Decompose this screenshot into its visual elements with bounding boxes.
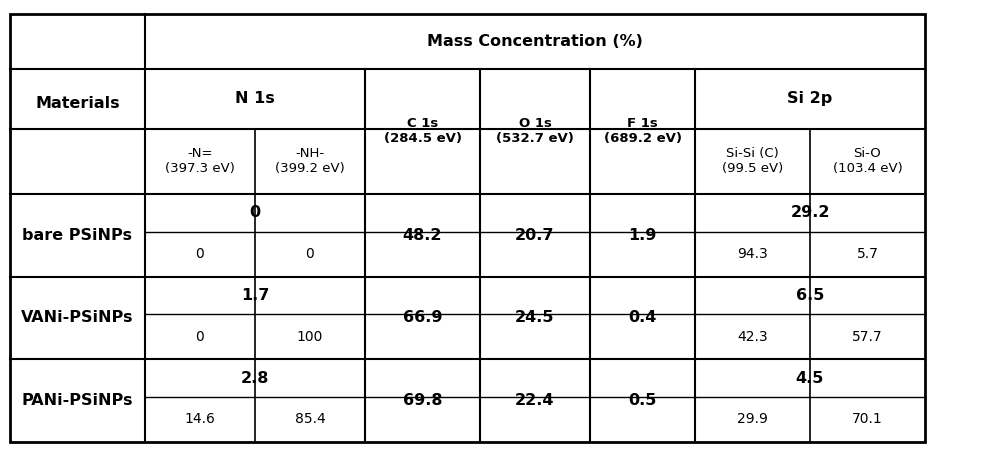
- Text: 29.2: 29.2: [790, 205, 830, 220]
- Text: 2.8: 2.8: [241, 371, 269, 386]
- Text: VANi-PSiNPs: VANi-PSiNPs: [21, 310, 134, 326]
- Text: 0: 0: [196, 247, 204, 261]
- Text: 1.7: 1.7: [241, 288, 269, 303]
- Text: -N=
(397.3 eV): -N= (397.3 eV): [165, 147, 235, 175]
- Text: 69.8: 69.8: [403, 393, 442, 408]
- Text: 0.4: 0.4: [628, 310, 657, 326]
- Text: 20.7: 20.7: [515, 228, 555, 243]
- Text: 5.7: 5.7: [857, 247, 878, 261]
- Text: 0: 0: [249, 205, 261, 220]
- Text: Mass Concentration (%): Mass Concentration (%): [427, 33, 643, 49]
- Text: 100: 100: [297, 330, 323, 344]
- Text: Si-O
(103.4 eV): Si-O (103.4 eV): [833, 147, 902, 175]
- Text: 94.3: 94.3: [737, 247, 768, 261]
- Text: F 1s
(689.2 eV): F 1s (689.2 eV): [604, 117, 682, 145]
- Text: 0.5: 0.5: [628, 393, 657, 408]
- Text: 1.9: 1.9: [628, 228, 657, 243]
- Text: 29.9: 29.9: [737, 412, 768, 427]
- Text: O 1s
(532.7 eV): O 1s (532.7 eV): [496, 117, 574, 145]
- Text: 57.7: 57.7: [852, 330, 883, 344]
- Text: Si-Si (C)
(99.5 eV): Si-Si (C) (99.5 eV): [722, 147, 783, 175]
- Text: 0: 0: [196, 330, 204, 344]
- Text: 14.6: 14.6: [185, 412, 215, 427]
- Text: N 1s: N 1s: [235, 91, 275, 106]
- Text: 0: 0: [306, 247, 314, 261]
- Text: PANi-PSiNPs: PANi-PSiNPs: [22, 393, 133, 408]
- Text: C 1s
(284.5 eV): C 1s (284.5 eV): [384, 117, 462, 145]
- Text: 66.9: 66.9: [403, 310, 442, 326]
- Text: 4.5: 4.5: [796, 371, 824, 386]
- Text: bare PSiNPs: bare PSiNPs: [22, 228, 132, 243]
- Text: Materials: Materials: [35, 96, 120, 111]
- Text: 70.1: 70.1: [852, 412, 883, 427]
- Text: -NH-
(399.2 eV): -NH- (399.2 eV): [275, 147, 345, 175]
- Text: 42.3: 42.3: [737, 330, 768, 344]
- Text: 22.4: 22.4: [515, 393, 555, 408]
- Text: 24.5: 24.5: [515, 310, 555, 326]
- FancyBboxPatch shape: [10, 14, 925, 442]
- Text: 6.5: 6.5: [796, 288, 824, 303]
- Text: Si 2p: Si 2p: [787, 91, 833, 106]
- Text: 85.4: 85.4: [295, 412, 325, 427]
- Text: 48.2: 48.2: [403, 228, 442, 243]
